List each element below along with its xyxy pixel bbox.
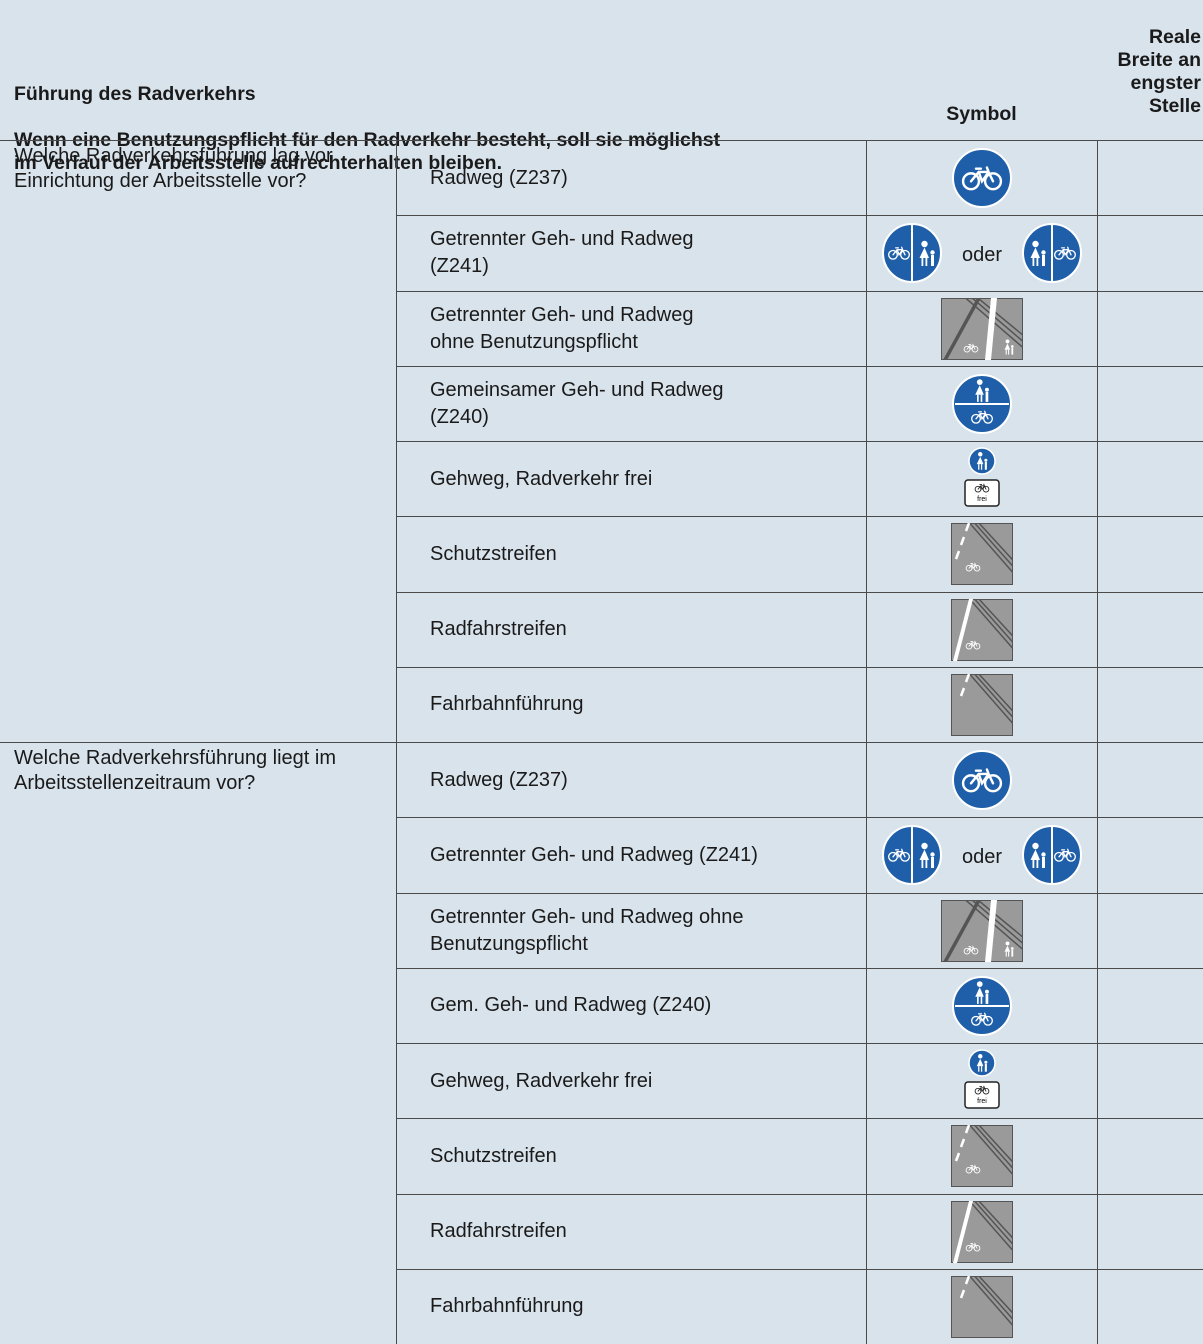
width-cell — [1097, 893, 1203, 968]
symbol-cell — [866, 667, 1097, 742]
width-cell — [1097, 366, 1203, 441]
width-cell — [1097, 1118, 1203, 1193]
traffic-sign — [949, 373, 1015, 435]
row-label: Fahrbahnführung — [396, 1269, 866, 1344]
traffic-sign — [951, 523, 1013, 585]
symbol-cell — [866, 893, 1097, 968]
row-label: Gemeinsamer Geh- und Radweg (Z240) — [396, 366, 866, 441]
symbol-cell: oder — [866, 215, 1097, 290]
row-label: Getrennter Geh- und Radweg ohne Benutzun… — [396, 291, 866, 366]
page: Führung des Radverkehrs Wenn eine Benutz… — [0, 0, 1203, 1344]
symbol-text: oder — [962, 244, 1002, 266]
sign-text: frei — [977, 496, 987, 503]
traffic-sign: oder — [882, 222, 1082, 284]
row-label: Gehweg, Radverkehr frei — [396, 1043, 866, 1118]
row-label: Radfahrstreifen — [396, 1194, 866, 1269]
width-cell — [1097, 1194, 1203, 1269]
row-label: Radfahrstreifen — [396, 592, 866, 667]
symbol-cell — [866, 1194, 1097, 1269]
sign-text: frei — [977, 1098, 987, 1105]
symbol-cell — [866, 592, 1097, 667]
traffic-sign — [941, 900, 1023, 962]
traffic-sign — [949, 147, 1015, 209]
symbol-cell — [866, 742, 1097, 817]
symbol-cell — [866, 1118, 1097, 1193]
traffic-sign — [941, 298, 1023, 360]
traffic-sign — [951, 1276, 1013, 1338]
row-label: Fahrbahnführung — [396, 667, 866, 742]
width-cell — [1097, 291, 1203, 366]
row-label: Radweg (Z237) — [396, 140, 866, 215]
traffic-sign — [949, 975, 1015, 1037]
width-cell — [1097, 516, 1203, 591]
width-cell — [1097, 592, 1203, 667]
symbol-cell: frei — [866, 1043, 1097, 1118]
traffic-sign — [951, 599, 1013, 661]
width-cell — [1097, 441, 1203, 516]
symbol-cell: frei — [866, 441, 1097, 516]
symbol-cell — [866, 140, 1097, 215]
width-cell — [1097, 667, 1203, 742]
width-cell — [1097, 968, 1203, 1043]
traffic-sign: frei — [960, 1048, 1004, 1114]
row-label: Gem. Geh- und Radweg (Z240) — [396, 968, 866, 1043]
row-label: Schutzstreifen — [396, 1118, 866, 1193]
width-header: Reale Breite an engster Stelle — [1097, 16, 1203, 128]
traffic-sign — [951, 674, 1013, 736]
traffic-sign — [951, 1125, 1013, 1187]
width-cell — [1097, 140, 1203, 215]
symbol-header: Symbol — [866, 100, 1097, 128]
traffic-sign: frei — [960, 446, 1004, 512]
question: Welche Radverkehrsführung liegt im Arbei… — [14, 742, 396, 817]
traffic-sign: oder — [882, 824, 1082, 886]
symbol-cell — [866, 366, 1097, 441]
header-title: Führung des Radverkehrs — [14, 83, 894, 106]
traffic-sign — [949, 749, 1015, 811]
header-text: Führung des Radverkehrs Wenn eine Benutz… — [14, 60, 894, 130]
width-cell — [1097, 1043, 1203, 1118]
row-label: Gehweg, Radverkehr frei — [396, 441, 866, 516]
row-label: Radweg (Z237) — [396, 742, 866, 817]
symbol-cell — [866, 291, 1097, 366]
symbol-cell — [866, 1269, 1097, 1344]
width-cell — [1097, 817, 1203, 892]
question: Welche Radverkehrsführung lag vor Einric… — [14, 140, 396, 215]
symbol-cell — [866, 516, 1097, 591]
row-label: Getrennter Geh- und Radweg (Z241) — [396, 817, 866, 892]
row-label: Getrennter Geh- und Radweg ohne Benutzun… — [396, 893, 866, 968]
width-cell — [1097, 742, 1203, 817]
traffic-sign — [951, 1201, 1013, 1263]
symbol-cell — [866, 968, 1097, 1043]
symbol-text: oder — [962, 846, 1002, 868]
row-label: Getrennter Geh- und Radweg (Z241) — [396, 215, 866, 290]
symbol-cell: oder — [866, 817, 1097, 892]
width-cell — [1097, 215, 1203, 290]
width-cell — [1097, 1269, 1203, 1344]
row-label: Schutzstreifen — [396, 516, 866, 591]
